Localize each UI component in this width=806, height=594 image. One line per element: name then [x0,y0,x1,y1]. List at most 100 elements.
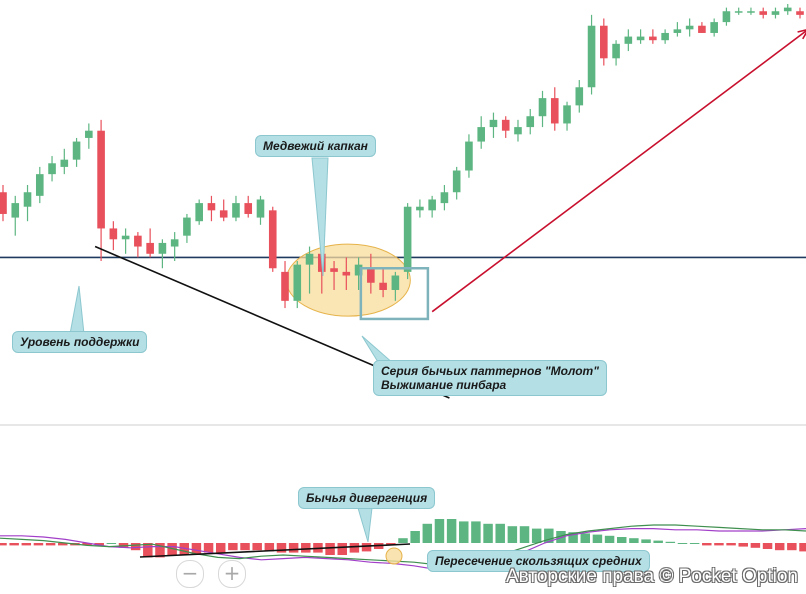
candle-body [416,206,424,211]
candle-body [379,282,387,290]
candle-body [281,271,289,301]
macd-histogram-bar [519,526,530,543]
candle-body [342,271,351,276]
candle-body [514,127,522,135]
macd-histogram-bar [653,540,663,543]
zoom-out-button[interactable]: − [176,560,204,588]
macd-histogram-bar [0,543,7,546]
candle-body [759,11,768,15]
macd-histogram-bar [483,523,493,543]
candle-body [796,11,804,15]
macd-histogram-bar [337,543,347,555]
macd-histogram-bar [544,528,554,543]
macd-histogram-bar [349,543,360,553]
candle-body [477,127,486,142]
bear-trap-box [359,267,430,321]
candle-body [624,36,633,44]
candle-body [698,25,706,33]
macd-histogram-bar [702,543,712,546]
macd-histogram-bar [228,543,238,551]
candle-body [354,264,363,276]
macd-histogram-bar [9,543,19,546]
macd-histogram-bar [179,543,190,555]
candle-body [489,119,498,128]
hammer-series-callout: Серия бычьих паттернов "Молот" Выжимание… [373,360,607,396]
macd-histogram-bar [787,543,797,551]
price-panel [0,4,806,399]
candle-body [35,174,44,196]
ma-crossover-marker [385,547,403,565]
candle-body [563,105,571,124]
zoom-in-button[interactable]: + [218,560,246,588]
candle-body [60,159,69,167]
macd-histogram-bar [155,543,165,558]
candle-body [170,239,179,247]
candle-body [587,25,596,88]
candle-body [391,275,400,290]
candle-body [23,192,32,207]
macd-histogram-bar [361,543,372,552]
macd-histogram-bar [689,543,700,544]
macd-histogram-bar [580,533,591,543]
candle-body [550,98,559,124]
macd-histogram-bar [410,531,420,543]
candle-body [207,203,216,211]
macd-line [0,524,806,566]
macd-histogram-bar [276,543,287,553]
candle-body [244,203,253,214]
macd-histogram-bar [750,543,761,548]
macd-histogram-bar [446,519,457,543]
candle-body [685,25,694,30]
macd-histogram-bar [434,519,445,543]
macd-histogram-bar [799,543,806,552]
macd-histogram-bar [398,538,408,543]
macd-histogram-bar [641,539,651,543]
macd-histogram-bar [738,543,748,547]
support-level-pointer [69,285,85,335]
bullish-divergence-callout: Бычья дивергенция [298,487,436,509]
signal-line [0,528,806,572]
candle-body [612,43,620,59]
macd-histogram-bar [143,543,153,558]
macd-histogram-bar [203,543,214,553]
candle-body [440,192,449,204]
annotation-overlays [69,157,396,543]
macd-histogram-bar [21,543,32,546]
candle-body [783,7,792,12]
candle-body [97,130,105,229]
candle-body [367,268,375,283]
copyright-watermark: Авторские права © Pocket Option [505,566,798,587]
candle-body [526,116,535,128]
macd-histogram-bar [130,543,141,551]
macd-histogram-bar [568,532,578,543]
candle-body [121,235,130,240]
candle-body [195,203,203,222]
candle-body [330,268,338,272]
macd-histogram-bar [106,543,117,544]
candle-body [661,32,669,41]
candle-body [673,29,682,33]
candle-body [305,253,314,265]
candle-body [600,25,608,59]
support-level-callout: Уровень поддержки [12,331,148,353]
bear-trap-pointer [311,157,329,277]
candle-body [636,36,645,41]
hammer-series-line2: Выжимание пинбара [381,378,507,392]
candle-body [403,206,412,272]
macd-histogram-bar [82,543,92,546]
uptrend-arrow-head [797,29,806,40]
macd-histogram-bar [264,543,275,552]
macd-histogram-bar [762,543,773,549]
macd-histogram-bar [459,521,469,543]
bear-trap-callout: Медвежий капкан [255,135,376,157]
macd-histogram-bar [665,541,676,543]
macd-histogram-bar [726,543,736,546]
macd-histogram-bar [240,543,250,551]
candle-body [747,11,755,13]
candle-body [771,11,780,15]
uptrend-arrow-line [431,30,806,313]
candle-body [85,130,93,138]
candle-body [0,192,7,214]
macd-histogram-bar [191,543,202,555]
divergence-pointer [357,507,373,543]
